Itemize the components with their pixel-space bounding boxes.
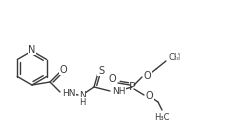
- Text: NH: NH: [112, 86, 125, 96]
- Text: O: O: [146, 91, 154, 101]
- Text: N: N: [79, 90, 86, 99]
- Text: N: N: [28, 45, 36, 55]
- Text: S: S: [98, 66, 104, 76]
- Text: ₃: ₃: [176, 55, 179, 61]
- Text: O: O: [108, 74, 116, 84]
- Text: P: P: [129, 82, 135, 92]
- Text: O: O: [144, 71, 152, 81]
- Text: CH: CH: [169, 53, 181, 61]
- Text: H: H: [79, 98, 85, 106]
- Text: HN: HN: [62, 89, 76, 98]
- Text: H₃C: H₃C: [154, 112, 170, 122]
- Text: O: O: [59, 65, 67, 75]
